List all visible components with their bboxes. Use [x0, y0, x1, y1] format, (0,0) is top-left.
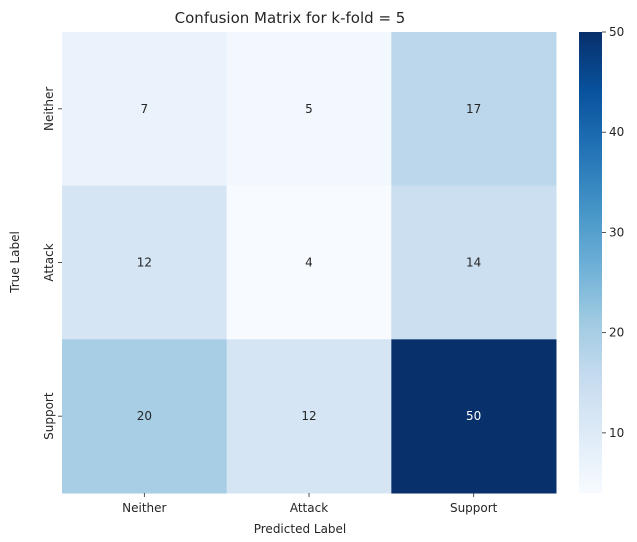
heatmap-cell: [62, 185, 228, 340]
heatmap-cell: [62, 339, 228, 494]
cell-value-label: 7: [141, 102, 149, 116]
x-tick-label: Attack: [290, 501, 328, 515]
colorbar-tick-label: 10: [609, 426, 624, 440]
heatmap-cell: [62, 32, 228, 187]
cell-value-label: 4: [305, 256, 313, 270]
colorbar-tick-label: 40: [609, 125, 624, 139]
x-tick-label: Support: [450, 501, 498, 515]
x-axis-label: Predicted Label: [254, 522, 347, 536]
cell-value-label: 14: [466, 256, 481, 270]
chart-title: Confusion Matrix for k-fold = 5: [175, 9, 406, 27]
y-tick-label: Support: [42, 392, 56, 440]
cell-value-label: 12: [301, 409, 316, 423]
heatmap-cell: [226, 32, 392, 187]
heatmap-cell: [391, 32, 557, 187]
colorbar: [579, 32, 602, 493]
x-tick-label: Neither: [122, 501, 166, 515]
x-axis-ticks: Neither Attack Support: [122, 493, 498, 515]
cell-value-label: 17: [466, 102, 481, 116]
colorbar-tick-label: 50: [609, 25, 624, 39]
colorbar-ticks: 10 20 30 40 50: [602, 25, 624, 440]
cell-value-label: 50: [466, 409, 481, 423]
cell-value-label: 20: [137, 409, 152, 423]
heatmap-cell: [391, 339, 557, 494]
heatmap-cell: [391, 185, 557, 340]
y-tick-label: Neither: [42, 87, 56, 131]
y-axis-ticks: Neither Attack Support: [42, 87, 62, 440]
cell-value-label: 5: [305, 102, 313, 116]
heatmap-cell: [226, 185, 392, 340]
y-axis-label: True Label: [8, 231, 22, 294]
y-tick-label: Attack: [42, 243, 56, 281]
colorbar-tick-label: 20: [609, 326, 624, 340]
heatmap-cell-labels: 7 5 17 12 4 14 20 12 50: [137, 102, 482, 423]
heatmap-cell: [226, 339, 392, 494]
colorbar-tick-label: 30: [609, 225, 624, 239]
cell-value-label: 12: [137, 256, 152, 270]
heatmap-cells: [62, 32, 557, 494]
